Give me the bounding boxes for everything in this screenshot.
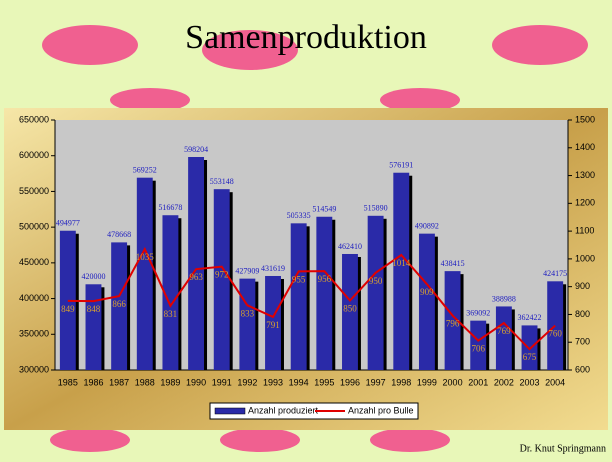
y2-tick-label: 900 — [575, 281, 590, 291]
y2-tick-label: 700 — [575, 337, 590, 347]
x-tick-label: 2000 — [443, 377, 463, 387]
bar — [419, 234, 435, 370]
x-tick-label: 2002 — [494, 377, 514, 387]
bar — [496, 306, 512, 370]
line-value-label: 675 — [523, 352, 537, 362]
line-value-label: 1035 — [136, 252, 155, 262]
bar-value-label: 438415 — [441, 259, 465, 268]
line-value-label: 956 — [318, 274, 332, 284]
x-tick-label: 1986 — [83, 377, 103, 387]
bar-value-label: 420000 — [81, 272, 105, 281]
bar-value-label: 424175 — [543, 269, 567, 278]
y-tick-label: 550000 — [19, 186, 49, 196]
y2-tick-label: 1400 — [575, 142, 595, 152]
bar-value-label: 553148 — [210, 177, 234, 186]
line-value-label: 963 — [189, 272, 203, 282]
legend-swatch — [215, 408, 245, 414]
slide: Samenproduktion Dr. Knut Springmann 3000… — [0, 0, 612, 462]
bar-value-label: 569252 — [133, 166, 157, 175]
bar — [522, 325, 538, 370]
legend-label: Anzahl pro Bulle — [348, 405, 414, 415]
bar — [86, 284, 102, 370]
line-value-label: 760 — [548, 329, 562, 339]
bar-value-label: 514549 — [312, 205, 336, 214]
bar — [316, 217, 332, 370]
y-tick-label: 400000 — [19, 293, 49, 303]
y2-tick-label: 600 — [575, 364, 590, 374]
y-tick-label: 450000 — [19, 257, 49, 267]
y-tick-label: 300000 — [19, 364, 49, 374]
bar-value-label: 362422 — [518, 313, 542, 322]
x-tick-label: 1990 — [186, 377, 206, 387]
line-value-label: 972 — [215, 270, 229, 280]
bar-value-label: 494977 — [56, 219, 80, 228]
bar — [393, 173, 409, 370]
y-tick-label: 350000 — [19, 329, 49, 339]
x-tick-label: 1991 — [212, 377, 232, 387]
line-value-label: 833 — [241, 308, 255, 318]
y2-tick-label: 1500 — [575, 114, 595, 124]
footer: Dr. Knut Springmann — [520, 443, 606, 454]
bar-value-label: 598204 — [184, 145, 208, 154]
line-value-label: 848 — [87, 304, 101, 314]
bar — [188, 157, 204, 370]
bar — [137, 178, 153, 370]
bar-value-label: 431619 — [261, 264, 285, 273]
bar-value-label: 478668 — [107, 230, 131, 239]
bar-value-label: 490892 — [415, 221, 439, 230]
x-tick-label: 1989 — [160, 377, 180, 387]
x-tick-label: 1997 — [366, 377, 386, 387]
y-tick-label: 500000 — [19, 222, 49, 232]
line-value-label: 769 — [497, 326, 511, 336]
y2-tick-label: 1300 — [575, 170, 595, 180]
line-value-label: 850 — [343, 304, 357, 314]
x-tick-label: 1993 — [263, 377, 283, 387]
line-value-label: 950 — [369, 276, 383, 286]
bar-value-label: 427909 — [235, 266, 259, 275]
bar-value-label: 576191 — [389, 161, 413, 170]
bar — [368, 216, 384, 370]
legend-label: Anzahl produziert — [248, 405, 319, 415]
x-tick-label: 1994 — [289, 377, 309, 387]
bar-value-label: 505335 — [287, 211, 311, 220]
x-tick-label: 2003 — [520, 377, 540, 387]
x-tick-label: 1988 — [135, 377, 155, 387]
x-tick-label: 2001 — [468, 377, 488, 387]
x-tick-label: 2004 — [545, 377, 565, 387]
y2-tick-label: 800 — [575, 309, 590, 319]
bar-value-label: 388988 — [492, 294, 516, 303]
x-tick-label: 1992 — [237, 377, 257, 387]
bar — [239, 279, 255, 370]
line-value-label: 791 — [266, 320, 280, 330]
x-tick-label: 1985 — [58, 377, 78, 387]
x-tick-label: 1995 — [314, 377, 334, 387]
bar-value-label: 369092 — [466, 308, 490, 317]
x-tick-label: 1987 — [109, 377, 129, 387]
y2-tick-label: 1000 — [575, 253, 595, 263]
bar-value-label: 515890 — [364, 204, 388, 213]
x-tick-label: 1998 — [391, 377, 411, 387]
y-tick-label: 600000 — [19, 150, 49, 160]
line-value-label: 706 — [471, 344, 485, 354]
x-tick-label: 1996 — [340, 377, 360, 387]
line-value-label: 1014 — [392, 258, 411, 268]
y-tick-label: 650000 — [19, 114, 49, 124]
y2-tick-label: 1100 — [575, 225, 594, 235]
bar — [291, 223, 307, 370]
line-value-label: 831 — [164, 309, 178, 319]
x-tick-label: 1999 — [417, 377, 437, 387]
chart-title: Samenproduktion — [185, 19, 427, 56]
y2-tick-label: 1200 — [575, 198, 595, 208]
line-value-label: 955 — [292, 274, 306, 284]
line-value-label: 866 — [112, 299, 126, 309]
bar-value-label: 462410 — [338, 242, 362, 251]
line-value-label: 909 — [420, 287, 434, 297]
bar-value-label: 516678 — [158, 203, 182, 212]
line-value-label: 796 — [446, 319, 460, 329]
line-value-label: 849 — [61, 304, 75, 314]
